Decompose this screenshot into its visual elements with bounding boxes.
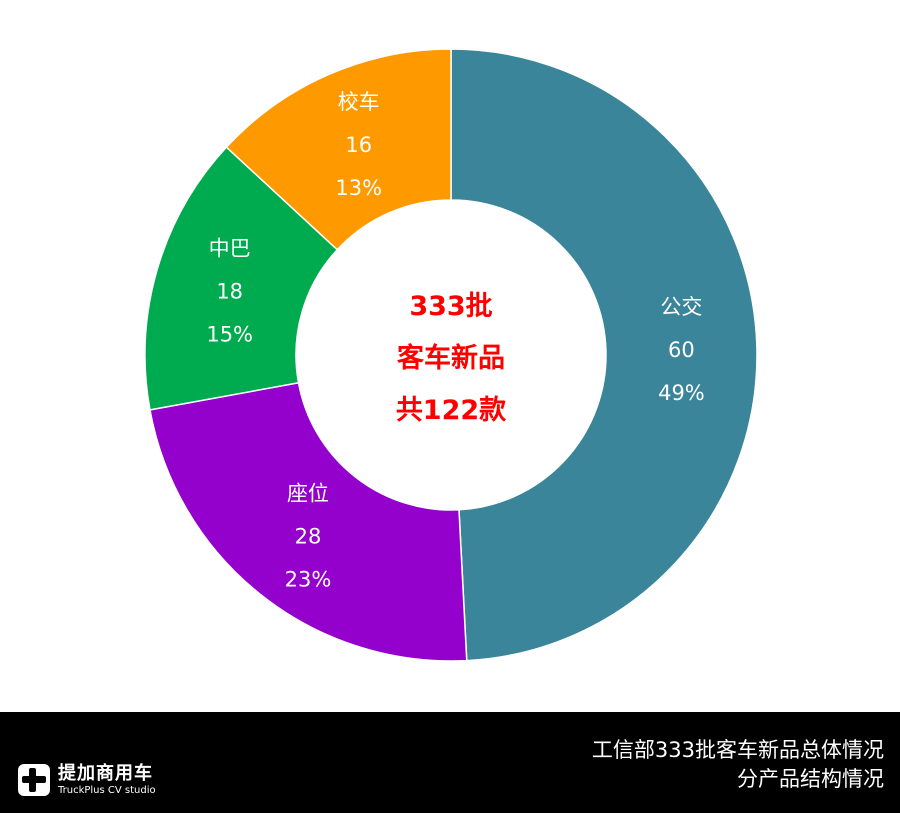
slice-category-label: 公交: [660, 295, 702, 319]
donut-chart: 公交 60 49% 座位 28 23% 中巴 18 15% 校车 16 13% 333批 客车新品 共…: [144, 48, 758, 662]
slice-value-label: 18: [216, 280, 243, 304]
chart-caption: 工信部333批客车新品总体情况 分产品结构情况: [592, 736, 884, 794]
center-line-1: 333批: [409, 291, 492, 322]
slice-labels: 公交 60 49% 座位 28 23% 中巴 18 15% 校车 16 13%: [206, 90, 704, 592]
slice-percent-label: 15%: [206, 323, 253, 347]
slice-中巴: [144, 146, 339, 411]
logo-english-name: TruckPlus CV studio: [58, 784, 156, 796]
slice-category-label: 座位: [287, 482, 329, 506]
center-text: 333批 客车新品 共122款: [396, 291, 507, 426]
slice-percent-label: 23%: [285, 568, 332, 592]
slice-公交: [450, 48, 758, 662]
truckplus-logo-icon: [18, 764, 50, 796]
slice-校车: [225, 48, 452, 251]
slice-value-label: 28: [295, 525, 322, 549]
donut-slices: [144, 48, 758, 662]
slice-category-label: 中巴: [209, 237, 251, 261]
logo-chinese-name: 提加商用车: [58, 762, 153, 784]
center-line-3: 共122款: [396, 395, 507, 426]
slice-value-label: 60: [668, 338, 695, 362]
brand-logo: 提加商用车 TruckPlus CV studio: [18, 764, 156, 796]
caption-line-2: 分产品结构情况: [737, 767, 884, 791]
slice-category-label: 校车: [338, 90, 380, 114]
slice-value-label: 16: [345, 133, 372, 157]
caption-line-1: 工信部333批客车新品总体情况: [591, 738, 884, 762]
center-line-2: 客车新品: [397, 342, 505, 374]
slice-座位: [149, 381, 468, 662]
slice-percent-label: 49%: [658, 381, 705, 405]
slice-percent-label: 13%: [335, 176, 382, 200]
footer-bar: 提加商用车 TruckPlus CV studio 工信部333批客车新品总体情…: [0, 712, 900, 813]
